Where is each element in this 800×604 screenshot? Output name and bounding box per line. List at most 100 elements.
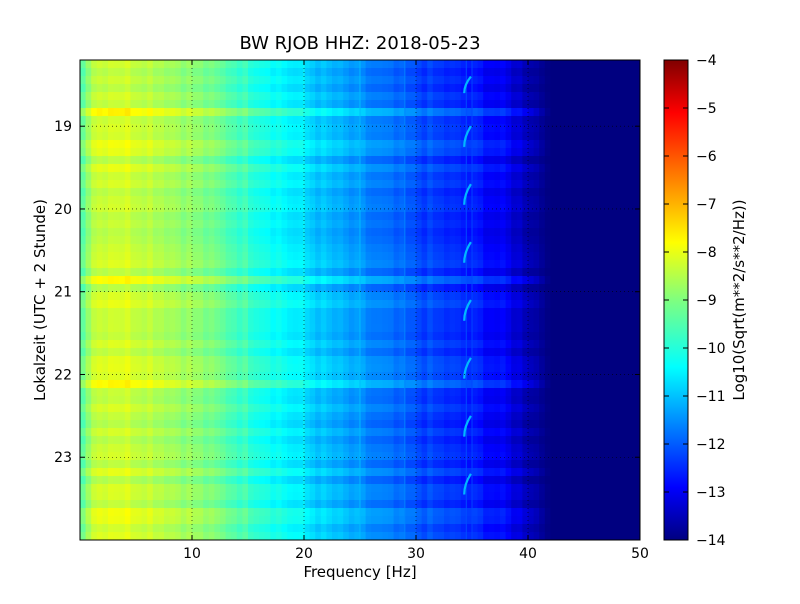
heatmap-cell [505, 196, 512, 205]
heatmap-cell [197, 228, 204, 237]
heatmap-cell [119, 228, 126, 237]
heatmap-cell [376, 172, 383, 181]
heatmap-cell [354, 300, 361, 309]
heatmap-cell [388, 268, 395, 277]
heatmap-cell [393, 412, 400, 421]
heatmap-cell [96, 404, 103, 413]
heatmap-cell [600, 140, 607, 149]
heatmap-cell [337, 436, 344, 445]
heatmap-cell [388, 172, 395, 181]
heatmap-cell [634, 252, 640, 261]
heatmap-cell [472, 364, 479, 373]
heatmap-cell [483, 212, 490, 221]
heatmap-cell [85, 236, 92, 245]
heatmap-cell [281, 292, 288, 301]
heatmap-cell [606, 444, 613, 453]
heatmap-cell [578, 412, 585, 421]
heatmap-cell [348, 276, 355, 285]
heatmap-cell [96, 268, 103, 277]
heatmap-cell [404, 356, 411, 365]
heatmap-cell [287, 276, 294, 285]
heatmap-cell [214, 380, 221, 389]
heatmap-cell [270, 348, 277, 357]
heatmap-cell [91, 116, 98, 125]
heatmap-cell [276, 284, 283, 293]
heatmap-cell [332, 316, 339, 325]
heatmap-cell [376, 332, 383, 341]
heatmap-cell [124, 132, 131, 141]
heatmap-cell [113, 364, 120, 373]
heatmap-cell [337, 180, 344, 189]
heatmap-cell [354, 404, 361, 413]
heatmap-cell [438, 276, 445, 285]
heatmap-cell [589, 308, 596, 317]
heatmap-cell [561, 60, 568, 69]
heatmap-cell [80, 324, 87, 333]
heatmap-cell [365, 148, 372, 157]
heatmap-cell [488, 332, 495, 341]
heatmap-cell [253, 236, 260, 245]
heatmap-cell [477, 196, 484, 205]
heatmap-cell [108, 396, 115, 405]
heatmap-cell [119, 316, 126, 325]
heatmap-cell [488, 260, 495, 269]
heatmap-cell [253, 420, 260, 429]
heatmap-cell [220, 300, 227, 309]
heatmap-cell [287, 124, 294, 133]
heatmap-cell [220, 236, 227, 245]
heatmap-cell [337, 404, 344, 413]
heatmap-cell [130, 420, 137, 429]
heatmap-cell [472, 308, 479, 317]
heatmap-cell [477, 188, 484, 197]
heatmap-cell [612, 276, 619, 285]
heatmap-cell [264, 380, 271, 389]
heatmap-cell [315, 396, 322, 405]
heatmap-cell [214, 436, 221, 445]
heatmap-cell [292, 132, 299, 141]
heatmap-cell [214, 244, 221, 253]
heatmap-cell [505, 172, 512, 181]
heatmap-cell [528, 316, 535, 325]
heatmap-cell [141, 412, 148, 421]
heatmap-cell [522, 156, 529, 165]
heatmap-cell [477, 292, 484, 301]
heatmap-cell [388, 380, 395, 389]
heatmap-cell [393, 100, 400, 109]
heatmap-cell [421, 260, 428, 269]
heatmap-cell [578, 452, 585, 461]
heatmap-cell [186, 332, 193, 341]
heatmap-cell [276, 76, 283, 85]
heatmap-cell [96, 116, 103, 125]
heatmap-cell [192, 236, 199, 245]
heatmap-cell [544, 196, 551, 205]
heatmap-cell [584, 204, 591, 213]
heatmap-cell [567, 84, 574, 93]
heatmap-cell [152, 364, 159, 373]
heatmap-cell [315, 212, 322, 221]
heatmap-cell [477, 236, 484, 245]
heatmap-cell [108, 236, 115, 245]
heatmap-cell [427, 452, 434, 461]
heatmap-cell [617, 212, 624, 221]
heatmap-cell [404, 260, 411, 269]
heatmap-cell [516, 196, 523, 205]
heatmap-cell [449, 108, 456, 117]
heatmap-cell [371, 364, 378, 373]
heatmap-cell [208, 324, 215, 333]
heatmap-cell [432, 452, 439, 461]
heatmap-cell [214, 76, 221, 85]
heatmap-cell [578, 364, 585, 373]
heatmap-cell [623, 436, 630, 445]
heatmap-cell [309, 276, 316, 285]
heatmap-cell [393, 444, 400, 453]
heatmap-cell [528, 292, 535, 301]
heatmap-cell [281, 260, 288, 269]
heatmap-cell [516, 244, 523, 253]
heatmap-cell [130, 180, 137, 189]
heatmap-cell [332, 292, 339, 301]
heatmap-cell [432, 204, 439, 213]
heatmap-cell [612, 60, 619, 69]
heatmap-cell [113, 348, 120, 357]
heatmap-cell [231, 188, 238, 197]
heatmap-cell [287, 420, 294, 429]
